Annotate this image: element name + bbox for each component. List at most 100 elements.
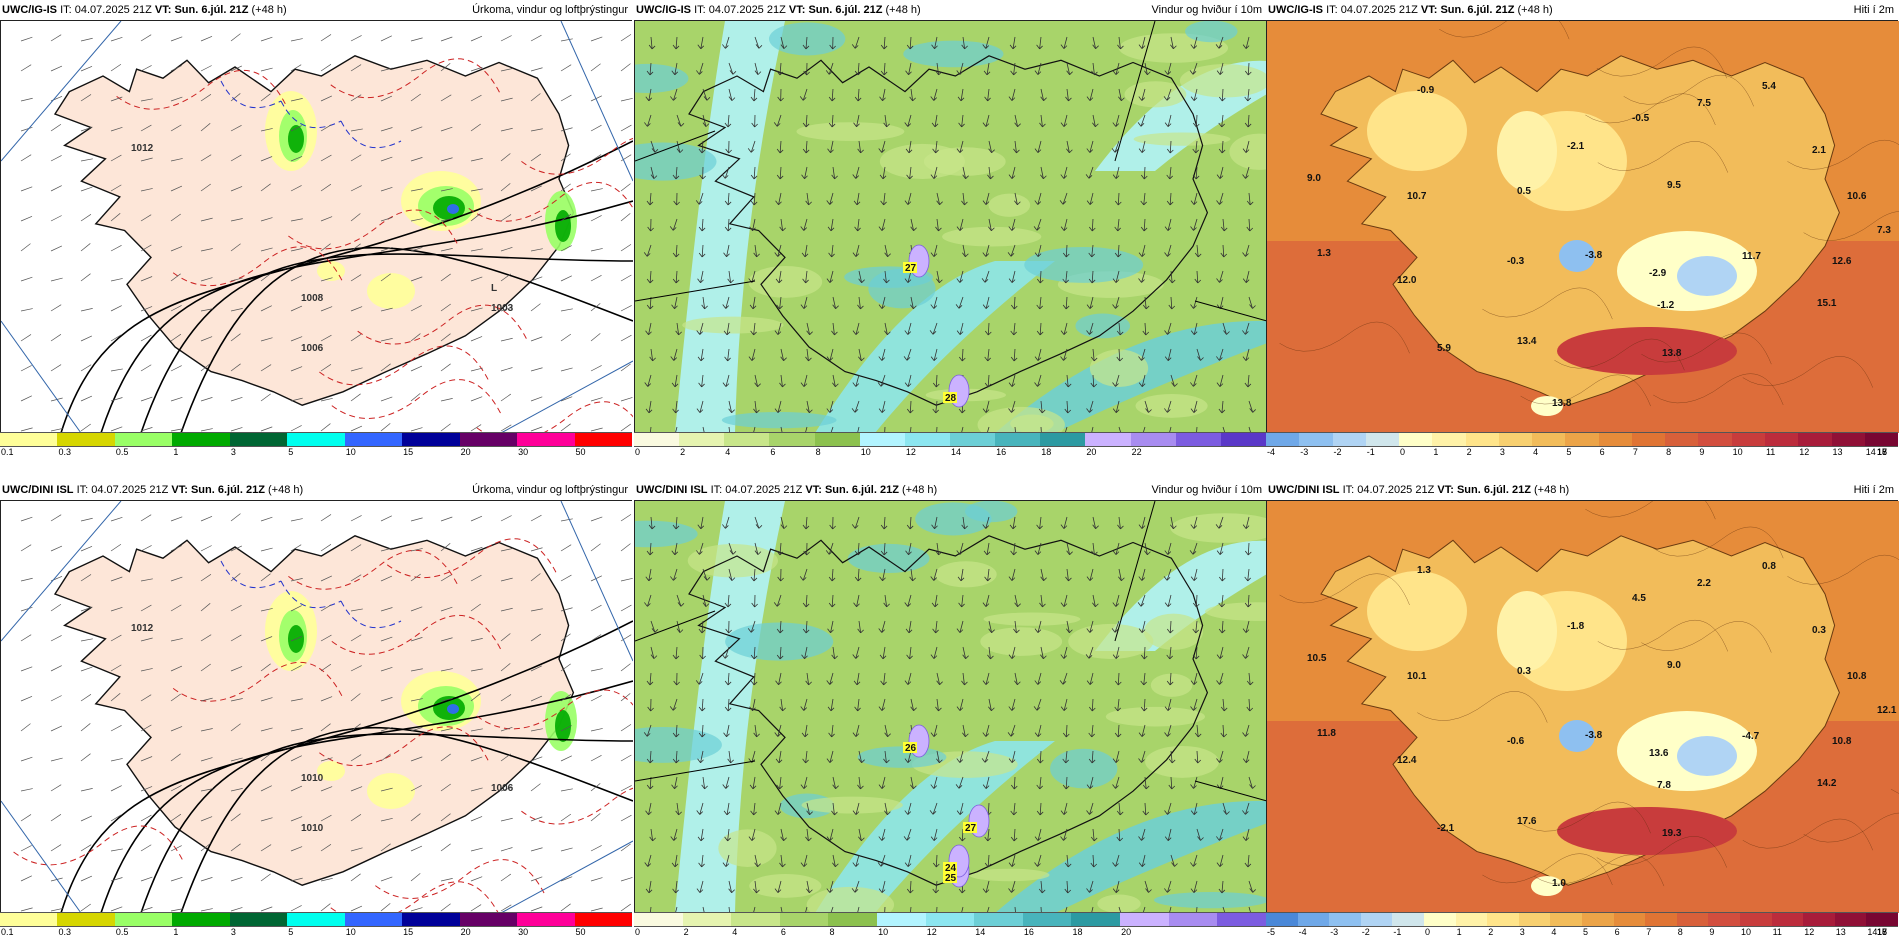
wind-barb bbox=[530, 93, 541, 102]
wind-arrow-head bbox=[670, 576, 677, 581]
wind-arrow-head bbox=[805, 356, 812, 362]
wind-barb bbox=[110, 184, 122, 192]
panel-igis-temp: UWC/IG-IS IT: 04.07.2025 21Z VT: Sun. 6.… bbox=[1266, 0, 1899, 457]
wind-arrow bbox=[728, 88, 733, 101]
colorbar-swatch bbox=[1120, 913, 1169, 926]
wind-arrow bbox=[828, 542, 834, 555]
isobar bbox=[100, 200, 633, 433]
wind-barb bbox=[470, 188, 483, 192]
wind-arrow bbox=[1141, 724, 1146, 737]
wind-arrow-head bbox=[671, 304, 678, 310]
wind-barb bbox=[170, 665, 183, 672]
wind-barb bbox=[500, 97, 513, 102]
wind-arrow bbox=[776, 114, 782, 127]
wind-arrow-head bbox=[910, 304, 917, 310]
wind-speed-patch bbox=[748, 265, 823, 298]
vt-value: Sun. 6.júl. 21Z bbox=[824, 484, 899, 496]
map-value-label: 7.8 bbox=[1657, 780, 1671, 791]
wind-arrow-head bbox=[984, 330, 992, 336]
wind-barb bbox=[290, 64, 302, 72]
wind-arrow-head bbox=[826, 278, 834, 283]
wind-arrow bbox=[1117, 218, 1120, 231]
wind-arrow-head bbox=[852, 732, 860, 737]
wind-barb bbox=[590, 95, 602, 102]
wind-arrow-head bbox=[1086, 148, 1094, 153]
wind-arrow bbox=[1247, 114, 1250, 127]
wind-arrow-head bbox=[749, 226, 756, 232]
wind-arrow-head bbox=[1166, 680, 1174, 686]
wind-barb bbox=[170, 726, 183, 732]
colorbar-tick-label: 50 bbox=[575, 927, 586, 937]
wind-arrow-head bbox=[1216, 862, 1224, 867]
wind-barb bbox=[170, 753, 181, 762]
wind-barb bbox=[200, 516, 213, 522]
wind-barb bbox=[440, 248, 453, 252]
wind-arrow bbox=[1247, 88, 1250, 101]
wind-arrow-head bbox=[930, 576, 938, 581]
wind-arrow-head bbox=[910, 226, 917, 231]
wind-arrow bbox=[777, 244, 782, 257]
colorbar-swatch bbox=[229, 433, 288, 446]
wind-arrow-head bbox=[1218, 96, 1226, 102]
wind-arrow bbox=[1140, 114, 1146, 127]
wind-barb bbox=[50, 514, 62, 522]
wind-arrow-head bbox=[1164, 602, 1172, 607]
precip-blob bbox=[317, 761, 345, 781]
wind-arrow bbox=[1118, 568, 1122, 581]
colorbar-tick-label: 7 bbox=[1646, 927, 1652, 937]
wind-arrow-head bbox=[1242, 278, 1250, 283]
wind-arrow bbox=[907, 322, 912, 335]
wind-arrow-head bbox=[802, 628, 810, 634]
wind-arrow bbox=[1143, 166, 1146, 180]
wind-arrow bbox=[672, 698, 678, 711]
graticule-line bbox=[635, 760, 756, 782]
wind-arrow-head bbox=[1170, 44, 1177, 50]
wind-arrow-head bbox=[1036, 758, 1044, 764]
wind-arrow bbox=[1221, 400, 1224, 413]
wind-arrow bbox=[1144, 322, 1147, 336]
wind-arrow-head bbox=[755, 524, 763, 529]
wind-arrow-head bbox=[878, 304, 886, 309]
wind-speed-patch bbox=[801, 796, 903, 814]
wind-arrow-head bbox=[1216, 550, 1224, 555]
wind-arrow bbox=[855, 244, 860, 257]
wind-arrow-head bbox=[724, 680, 732, 686]
wind-barb bbox=[80, 186, 93, 192]
colorbar-tick-label: 12 bbox=[926, 927, 937, 937]
wind-arrow-head bbox=[1112, 278, 1120, 283]
wind-arrow bbox=[1193, 776, 1198, 789]
wind-barb bbox=[260, 305, 272, 312]
wind-arrow bbox=[803, 218, 808, 231]
wind-arrow-head bbox=[1112, 784, 1119, 789]
wind-speed-patch bbox=[1105, 706, 1206, 727]
wind-arrow bbox=[962, 192, 965, 205]
isotherm bbox=[1596, 836, 1727, 868]
graticule-line bbox=[1, 501, 122, 642]
wind-arrow-head bbox=[853, 122, 860, 128]
wind-arrow bbox=[1195, 166, 1198, 179]
wind-barb bbox=[350, 814, 362, 822]
wind-barb bbox=[560, 275, 572, 282]
wind-arrow bbox=[829, 750, 834, 763]
wind-arrow-head bbox=[1088, 732, 1095, 738]
map-value-label: 19.3 bbox=[1662, 828, 1682, 839]
colorbar-tick-label: 4 bbox=[1533, 447, 1539, 457]
wind-arrow-head bbox=[722, 304, 730, 309]
colorbar: -5 -4 -3 -2 -1 0 1 2 3 4 5 6 7 8 9 10 11 12 13 14 15 16 17 18 bbox=[1266, 912, 1898, 937]
wind-arrow bbox=[831, 594, 834, 607]
wind-arrow bbox=[910, 568, 914, 581]
wind-arrow-head bbox=[930, 96, 938, 101]
wind-arrow-head bbox=[958, 602, 965, 608]
wind-barb bbox=[380, 876, 393, 882]
wind-arrow bbox=[1141, 36, 1146, 49]
wind-barb bbox=[230, 877, 243, 882]
wind-arrow-head bbox=[905, 148, 913, 154]
colorbar-tick-label: 16 bbox=[1023, 927, 1034, 937]
wind-barb bbox=[500, 904, 512, 912]
colorbar-tick-label: 10 bbox=[345, 927, 356, 937]
wind-arrow-head bbox=[1039, 122, 1046, 128]
wind-arrow bbox=[1222, 322, 1227, 335]
precip-blob bbox=[447, 204, 459, 214]
wind-arrow-head bbox=[1009, 44, 1017, 50]
wind-barb bbox=[110, 606, 123, 612]
